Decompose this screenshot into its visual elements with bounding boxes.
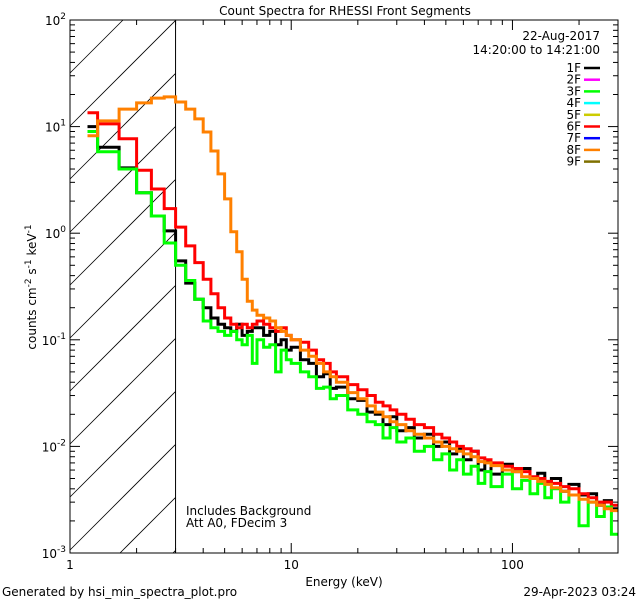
series-group	[87, 95, 618, 536]
y-tick-label: 102	[45, 12, 66, 28]
legend-label-7F: 7F	[566, 131, 581, 145]
series-3F	[87, 130, 618, 536]
x-tick-label: 100	[501, 558, 524, 572]
legend-label-3F: 3F	[566, 84, 581, 98]
chart-title: Count Spectra for RHESSI Front Segments	[219, 4, 471, 18]
series-8F	[87, 95, 618, 513]
legend-time-range: 14:20:00 to 14:21:00	[473, 43, 600, 57]
footer-generated-by: Generated by hsi_min_spectra_plot.pro	[2, 585, 237, 599]
series-1F	[87, 125, 618, 511]
legend-label-6F: 6F	[566, 120, 581, 134]
footer-timestamp: 29-Apr-2023 03:24	[523, 585, 636, 599]
hatch-line	[69, 391, 176, 498]
axes: 1 10 100 10-3 10-2 10-1 100 101 102	[42, 12, 619, 572]
series-6F	[87, 111, 618, 507]
hatched-region	[69, 19, 177, 554]
legend-label-1F: 1F	[566, 61, 581, 75]
plot-frame	[69, 19, 619, 554]
hatch-line	[69, 285, 176, 392]
hatch-line	[69, 444, 176, 551]
hatch-line	[69, 19, 124, 74]
hatch-line	[69, 126, 176, 233]
hatch-line	[69, 20, 176, 127]
y-tick-label: 10-2	[42, 438, 66, 454]
y-tick-label: 100	[45, 225, 66, 241]
legend-label-9F: 9F	[566, 155, 581, 169]
y-tick-label: 10-3	[42, 545, 66, 561]
annotation-attenuator: Att A0, FDecim 3	[186, 516, 287, 530]
y-axis-label: counts cm-2 s-1 keV-1	[24, 224, 39, 349]
legend-date: 22-Aug-2017	[522, 29, 600, 43]
y-tick-label: 10-1	[42, 332, 66, 348]
hatch-line	[69, 232, 176, 339]
legend-label-5F: 5F	[566, 108, 581, 122]
legend-label-4F: 4F	[566, 96, 581, 110]
legend-label-2F: 2F	[566, 73, 581, 87]
hatch-line	[69, 338, 176, 445]
y-tick-label: 101	[45, 119, 66, 135]
hatch-line	[69, 179, 176, 286]
hatch-line	[119, 497, 176, 554]
x-tick-label: 1	[66, 558, 74, 572]
x-tick-label: 10	[284, 558, 299, 572]
hatch-line	[69, 73, 176, 180]
x-axis-label: Energy (keV)	[305, 575, 382, 589]
legend-label-8F: 8F	[566, 143, 581, 157]
annotation-background: Includes Background	[186, 504, 311, 518]
